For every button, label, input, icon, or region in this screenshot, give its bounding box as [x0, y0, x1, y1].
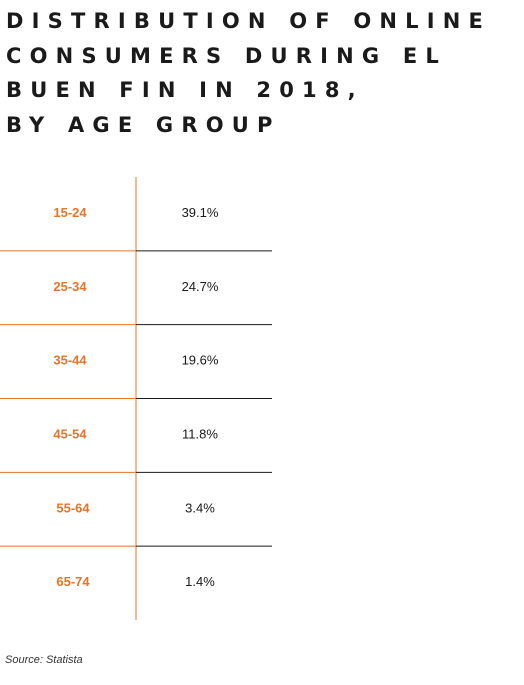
title-line-2: CONSUMERS DURING EL [6, 43, 447, 68]
category-label-15-24: 15-24 [53, 205, 87, 220]
title-line-1: DISTRIBUTION OF ONLINE [6, 9, 492, 33]
chart-title: DISTRIBUTION OF ONLINE CONSUMERS DURING … [6, 4, 518, 142]
value-label-45-54: 11.8% [182, 426, 218, 441]
value-label-65-74: 1.4% [185, 574, 215, 589]
source-note: Source: Statista [5, 654, 83, 666]
category-label-65-74: 65-74 [56, 574, 90, 589]
category-label-55-64: 55-64 [56, 500, 90, 515]
category-label-25-34: 25-34 [53, 279, 87, 294]
title-line-4: BY AGE GROUP [6, 112, 281, 137]
value-label-35-44: 19.6% [182, 353, 219, 368]
category-label-35-44: 35-44 [53, 353, 87, 368]
category-label-45-54: 45-54 [53, 426, 87, 441]
value-label-15-24: 39.1% [182, 205, 219, 220]
value-label-25-34: 24.7% [182, 279, 219, 294]
value-label-55-64: 3.4% [185, 500, 215, 515]
title-line-3: BUEN FIN IN 2018, [6, 78, 364, 102]
